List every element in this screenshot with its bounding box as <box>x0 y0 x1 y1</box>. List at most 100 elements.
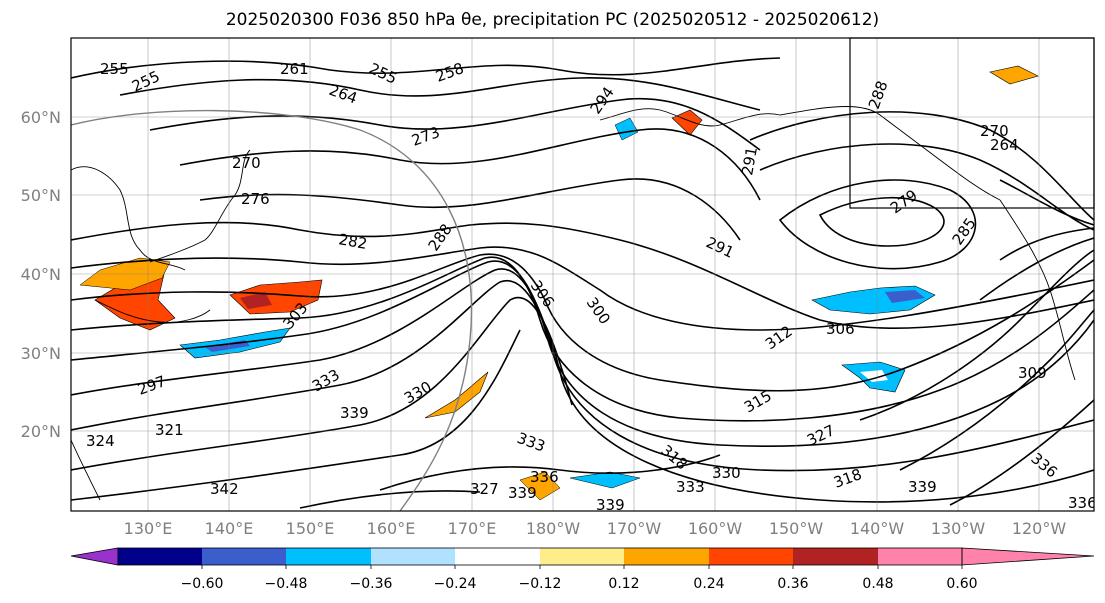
map-frame <box>70 37 1095 512</box>
contour-line <box>818 196 945 247</box>
colorbar-tick-label: 0.48 <box>862 576 893 592</box>
contour-label: 276 <box>241 190 270 208</box>
contour-label: 339 <box>908 478 937 496</box>
coastline <box>94 299 211 323</box>
longitude-label: 140°W <box>850 519 905 538</box>
contour-label: 339 <box>340 404 369 422</box>
map-background <box>71 38 1094 511</box>
contour-label: 336 <box>1068 494 1097 512</box>
contour-label: 327 <box>470 480 499 498</box>
longitude-label: 160°W <box>688 519 743 538</box>
fill-se-orange <box>519 471 561 501</box>
colorbar-right-extend <box>961 547 1095 566</box>
colorbar-tick-label: 0.60 <box>946 576 977 592</box>
contour-line <box>949 399 1094 506</box>
colorbar-segment <box>202 548 286 565</box>
contour-label: 309 <box>1018 364 1047 382</box>
longitude-label: 120°W <box>1012 519 1067 538</box>
contour-label: 270 <box>980 122 1009 140</box>
longitude-label: 180°W <box>526 519 581 538</box>
contour-label: 282 <box>337 230 368 253</box>
longitude-label: 170°E <box>448 519 497 538</box>
longitude-label: 150°W <box>769 519 824 538</box>
fill-east-of-japan-core <box>240 292 272 309</box>
contour-line <box>999 179 1094 226</box>
contour-label: 291 <box>738 145 761 176</box>
fill-alaska-orange <box>671 109 703 136</box>
contour-line <box>71 260 1094 447</box>
contour-line <box>859 249 1094 421</box>
longitude-label: 140°E <box>205 519 254 538</box>
colorbar-ticks <box>201 565 963 569</box>
latitude-label: 30°N <box>21 344 61 363</box>
colorbar: −0.60 −0.48 −0.36 −0.24 −0.12 0.12 0.24 … <box>70 547 1095 592</box>
colorbar-tick-label: −0.36 <box>350 576 393 592</box>
fill-far-northeast <box>989 65 1039 85</box>
precipitation-fills <box>79 65 1039 501</box>
contour-line <box>179 128 761 201</box>
colorbar-segment <box>878 548 962 565</box>
coastline <box>71 439 101 501</box>
great-circle-arc <box>71 109 473 511</box>
latitude-label: 60°N <box>21 108 61 127</box>
colorbar-tick-label: 0.24 <box>693 576 724 592</box>
contour-line <box>71 296 573 471</box>
coastline <box>71 166 186 271</box>
latitude-label: 50°N <box>21 186 61 205</box>
colorbar-segment <box>540 548 624 565</box>
contour-line <box>71 246 1094 331</box>
map-title: 2025020300 F036 850 hPa θe, precipitatio… <box>225 10 880 30</box>
longitude-axis: 130°E 140°E 150°E 160°E 170°E 180°W 170°… <box>124 519 1067 538</box>
contour-line <box>899 309 1094 471</box>
contour-label: 261 <box>280 60 309 78</box>
contour-label: 336 <box>530 468 559 486</box>
fill-south-bottom <box>569 471 641 489</box>
coastline <box>599 108 781 127</box>
contour-label: 321 <box>155 421 184 439</box>
contour-label: 270 <box>232 154 261 172</box>
contour-label: 255 <box>100 60 129 78</box>
fill-northeast-pacific-core <box>885 290 925 303</box>
contour-label: 306 <box>826 320 855 338</box>
contour-label: 330 <box>712 464 741 482</box>
contour-label: 339 <box>596 496 625 514</box>
colorbar-segment <box>286 548 371 565</box>
coastline <box>149 149 251 263</box>
coastline <box>999 199 1076 381</box>
longitude-label: 150°E <box>286 519 335 538</box>
contour-label: 264 <box>990 136 1019 154</box>
colorbar-tick-label: 0.12 <box>608 576 639 592</box>
contour-line <box>71 253 1094 392</box>
latitude-axis: 60°N 50°N 40°N 30°N 20°N <box>21 108 61 441</box>
contour-line <box>379 454 721 491</box>
contour-line <box>71 329 521 501</box>
colorbar-segment <box>624 548 709 565</box>
colorbar-tick-label: −0.60 <box>181 576 224 592</box>
longitude-label: 170°W <box>607 519 662 538</box>
colorbar-segment <box>118 548 202 565</box>
contour-label: 324 <box>86 432 115 450</box>
longitude-label: 130°W <box>931 519 986 538</box>
contour-line <box>119 77 761 111</box>
colorbar-left-extend <box>70 547 119 566</box>
colorbar-segment <box>793 548 878 565</box>
colorbar-segment <box>371 548 455 565</box>
colorbar-tick-label: −0.12 <box>519 576 562 592</box>
longitude-label: 160°E <box>367 519 416 538</box>
contour-line <box>999 227 1094 261</box>
contour-label: 339 <box>508 484 537 502</box>
contour-label: 333 <box>676 478 705 496</box>
contour-line <box>71 57 781 79</box>
latitude-label: 40°N <box>21 265 61 284</box>
colorbar-tick-label: −0.24 <box>434 576 477 592</box>
longitude-label: 130°E <box>124 519 173 538</box>
contour-line <box>71 256 1094 422</box>
contour-line <box>149 97 761 151</box>
fill-hook-blue-inner <box>860 370 888 382</box>
contour-line <box>749 111 1094 221</box>
coastline <box>779 106 1001 201</box>
latitude-label: 20°N <box>21 422 61 441</box>
colorbar-segment <box>709 548 793 565</box>
fill-central-orange <box>424 371 489 419</box>
